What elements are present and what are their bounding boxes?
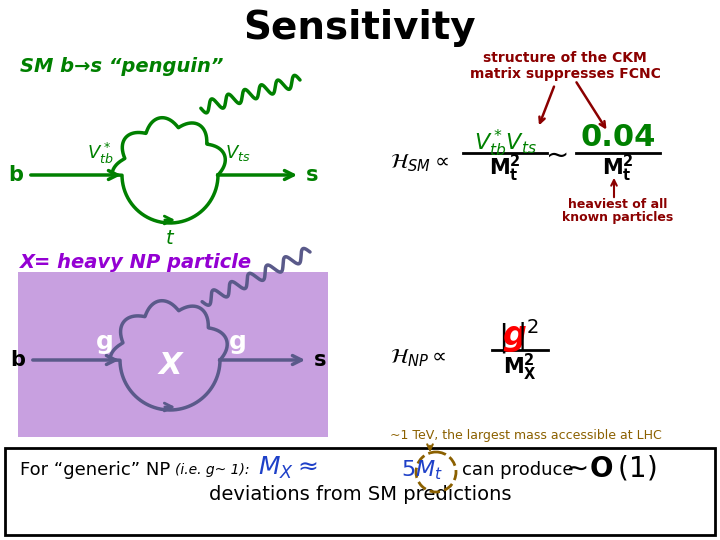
Text: $V_{tb}^* V_{ts}$: $V_{tb}^* V_{ts}$ bbox=[474, 127, 536, 159]
Text: $\mathcal{H}_{SM} \propto$: $\mathcal{H}_{SM} \propto$ bbox=[390, 152, 449, 174]
Text: s: s bbox=[306, 165, 318, 185]
Text: known particles: known particles bbox=[562, 212, 674, 225]
Text: deviations from SM predictions: deviations from SM predictions bbox=[209, 485, 511, 504]
Bar bbox=[18, 272, 328, 437]
Text: $V_{ts}$: $V_{ts}$ bbox=[225, 143, 251, 163]
Text: heaviest of all: heaviest of all bbox=[568, 199, 667, 212]
Text: matrix suppresses FCNC: matrix suppresses FCNC bbox=[469, 67, 660, 81]
Text: ~1 TeV, the largest mass accessible at LHC: ~1 TeV, the largest mass accessible at L… bbox=[390, 429, 662, 442]
Text: X: X bbox=[158, 350, 181, 380]
Text: (i.e. g~ 1):: (i.e. g~ 1): bbox=[175, 463, 250, 477]
Text: structure of the CKM: structure of the CKM bbox=[483, 51, 647, 65]
Text: $\mathcal{H}_{NP} \propto$: $\mathcal{H}_{NP} \propto$ bbox=[390, 347, 446, 369]
Polygon shape bbox=[110, 301, 228, 410]
Text: b: b bbox=[11, 350, 25, 370]
Bar bbox=[5, 448, 715, 535]
Text: g: g bbox=[96, 330, 114, 354]
Text: ~: ~ bbox=[546, 142, 570, 170]
Text: $V_{tb}^*$: $V_{tb}^*$ bbox=[86, 140, 113, 166]
Text: Sensitivity: Sensitivity bbox=[243, 9, 477, 47]
Text: For “generic” NP: For “generic” NP bbox=[20, 461, 170, 479]
Text: g: g bbox=[229, 330, 247, 354]
Text: t: t bbox=[166, 228, 174, 247]
Text: $\mathbf{M_t^2}$: $\mathbf{M_t^2}$ bbox=[602, 152, 634, 184]
Text: SM b→s “penguin”: SM b→s “penguin” bbox=[20, 57, 223, 77]
Text: $|^2$: $|^2$ bbox=[517, 317, 539, 353]
Text: s: s bbox=[314, 350, 326, 370]
Text: b: b bbox=[9, 165, 24, 185]
Text: can produce: can produce bbox=[462, 461, 574, 479]
Text: X= heavy NP particle: X= heavy NP particle bbox=[20, 253, 252, 272]
Text: $5M_t$: $5M_t$ bbox=[401, 458, 443, 482]
Text: $\mathbf{M_X^2}$: $\mathbf{M_X^2}$ bbox=[503, 352, 537, 383]
Text: 0.04: 0.04 bbox=[580, 124, 656, 152]
Text: $M_X \approx$: $M_X \approx$ bbox=[258, 455, 318, 481]
Text: $\boldsymbol{g}$: $\boldsymbol{g}$ bbox=[502, 321, 526, 354]
Text: $\mathbf{M_t^2}$: $\mathbf{M_t^2}$ bbox=[489, 152, 521, 184]
Text: $|$: $|$ bbox=[498, 321, 506, 355]
Text: $\sim\!\mathbf{O}\,(1)$: $\sim\!\mathbf{O}\,(1)$ bbox=[560, 454, 657, 483]
